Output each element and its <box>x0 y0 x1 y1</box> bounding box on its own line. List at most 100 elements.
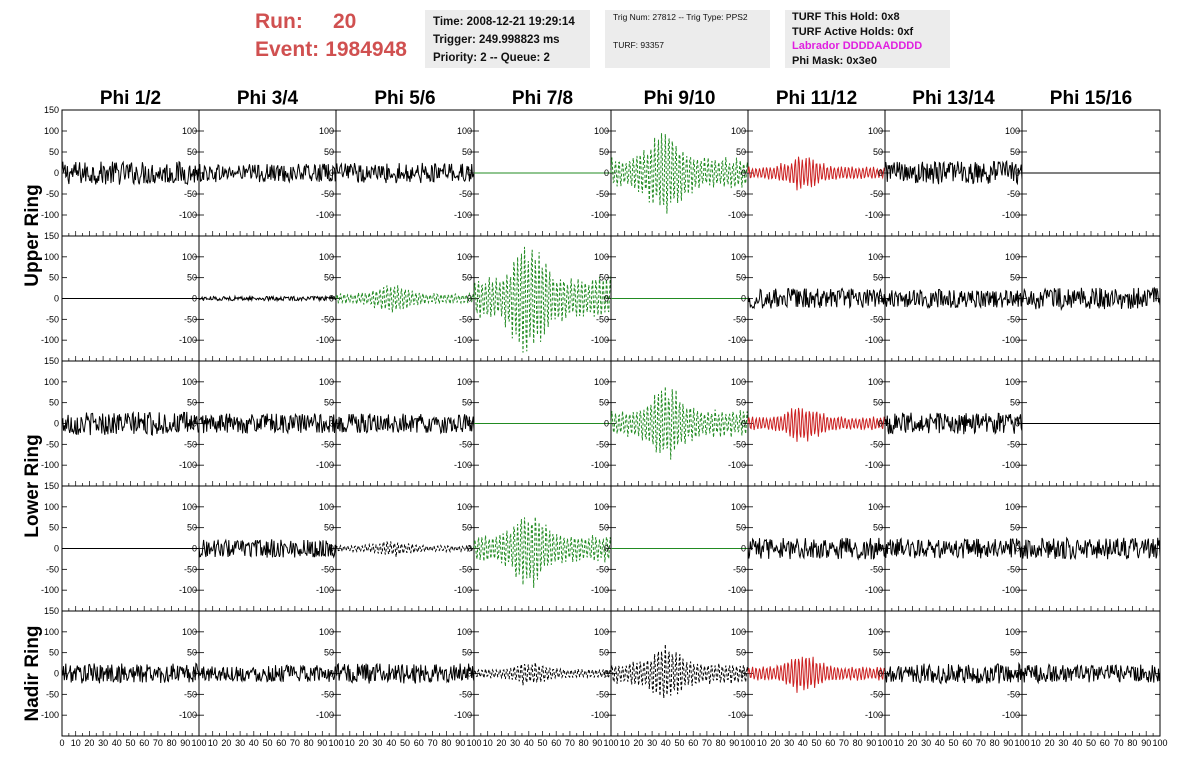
y-tick-label: 50 <box>49 273 59 283</box>
y-tick-label: 50 <box>324 273 334 283</box>
y-tick-label: 0 <box>1015 419 1020 429</box>
waveform-trace <box>884 537 1023 559</box>
turf-this-hold-text: TURF This Hold: 0x8 <box>792 11 900 23</box>
waveform-trace <box>335 540 475 557</box>
y-tick-label: 0 <box>467 294 472 304</box>
waveform-trace <box>198 664 337 683</box>
y-tick-label: -50 <box>596 564 609 574</box>
y-tick-label: 100 <box>44 126 59 136</box>
y-tick-label: 50 <box>873 398 883 408</box>
x-tick-label: 70 <box>839 738 849 748</box>
trigger-text: Trigger: 249.998823 ms <box>433 34 560 46</box>
column-title: Phi 13/14 <box>912 88 995 109</box>
y-tick-label: -50 <box>733 564 746 574</box>
x-tick-label: 90 <box>592 738 602 748</box>
x-tick-label: 10 <box>483 738 493 748</box>
y-tick-label: -100 <box>454 210 472 220</box>
trig-num-text: Trig Num: 27812 -- Trig Type: PPS2 <box>613 12 748 22</box>
y-tick-label: -50 <box>870 564 883 574</box>
x-tick-label: 20 <box>907 738 917 748</box>
y-tick-label: -50 <box>870 689 883 699</box>
waveform-trace <box>884 159 1023 186</box>
y-tick-label: -100 <box>728 460 746 470</box>
x-tick-label: 80 <box>579 738 589 748</box>
y-tick-label: -50 <box>184 689 197 699</box>
waveform-panel: -100 -50 0 50 100 <box>1002 360 1161 487</box>
waveform-panel: -100 -50 0 50 100 <box>865 109 1023 237</box>
x-tick-label: 40 <box>249 738 259 748</box>
y-tick-label: 0 <box>329 669 334 679</box>
y-tick-label: 50 <box>462 147 472 157</box>
y-tick-label: 50 <box>324 147 334 157</box>
y-tick-label: 100 <box>1005 377 1020 387</box>
y-tick-label: -100 <box>316 335 334 345</box>
x-tick-label: 80 <box>990 738 1000 748</box>
waveform-trace <box>473 516 612 588</box>
y-tick-label: -50 <box>733 314 746 324</box>
y-tick-label: -100 <box>865 335 883 345</box>
y-tick-label: 50 <box>736 523 746 533</box>
waveform-panel: -100 -50 0 50 100 <box>1002 235 1161 362</box>
x-tick-label: 100 <box>1152 738 1167 748</box>
y-tick-label: 50 <box>873 147 883 157</box>
y-tick-label: -100 <box>41 710 59 720</box>
y-tick-label: 100 <box>1005 126 1020 136</box>
y-tick-label: 100 <box>182 126 197 136</box>
waveform-trace <box>610 133 749 214</box>
y-tick-label: -100 <box>728 210 746 220</box>
y-tick-label: 0 <box>329 168 334 178</box>
y-tick-label: 50 <box>187 273 197 283</box>
x-tick-label: 100 <box>740 738 755 748</box>
y-tick-label: 0 <box>741 419 746 429</box>
x-tick-label: 10 <box>71 738 81 748</box>
waveform-panel: -100 -50 0 50 100 <box>728 485 886 612</box>
panel-frame <box>1021 485 1161 612</box>
event-label: Event: <box>255 38 320 61</box>
y-tick-label: -100 <box>865 585 883 595</box>
x-tick-label: 10 <box>894 738 904 748</box>
y-tick-label: -50 <box>596 314 609 324</box>
x-tick-label: 90 <box>729 738 739 748</box>
y-tick-label: 100 <box>868 502 883 512</box>
y-tick-label: 0 <box>467 168 472 178</box>
x-tick-label: 30 <box>372 738 382 748</box>
waveform-panel: -100 -50 0 50 100 <box>591 485 749 612</box>
x-tick-label: 50 <box>674 738 684 748</box>
waveform-trace <box>61 160 200 186</box>
waveform-panel: -100 -50 0 50 100 <box>865 485 1023 612</box>
y-tick-label: 50 <box>599 648 609 658</box>
y-tick-label: 50 <box>462 398 472 408</box>
waveform-trace <box>885 412 1023 435</box>
y-tick-label: 0 <box>329 419 334 429</box>
y-tick-label: 0 <box>467 669 472 679</box>
x-tick-label: 80 <box>304 738 314 748</box>
y-tick-label: 0 <box>54 419 59 429</box>
waveform-panel: -100 -50 0 50 100 <box>728 235 886 362</box>
y-tick-label: 50 <box>599 398 609 408</box>
y-tick-label: 50 <box>49 147 59 157</box>
column-title: Phi 3/4 <box>237 88 299 109</box>
y-tick-label: 100 <box>868 126 883 136</box>
y-tick-label: -100 <box>1002 585 1020 595</box>
y-tick-label: 100 <box>868 627 883 637</box>
y-tick-label: -50 <box>321 689 334 699</box>
waveform-panel: -100 -50 0 50 100 150 <box>41 105 200 237</box>
x-tick-label: 10 <box>345 738 355 748</box>
y-tick-label: 100 <box>182 377 197 387</box>
x-tick-label: 50 <box>811 738 821 748</box>
y-tick-label: 100 <box>319 377 334 387</box>
y-tick-label: -100 <box>41 210 59 220</box>
waveform-trace <box>747 537 886 561</box>
waveform-trace <box>884 661 1023 685</box>
waveform-panel: -100 -50 0 50 100 <box>179 109 337 237</box>
waveform-panel: -100 -50 0 50 100 <box>1002 485 1161 612</box>
y-tick-label: -100 <box>1002 710 1020 720</box>
y-tick-label: 0 <box>878 294 883 304</box>
x-tick-label: 40 <box>524 738 534 748</box>
y-tick-label: 0 <box>54 168 59 178</box>
x-tick-label: 100 <box>877 738 892 748</box>
turf-info-box: TURF This Hold: 0x8 TURF Active Holds: 0… <box>785 10 950 68</box>
